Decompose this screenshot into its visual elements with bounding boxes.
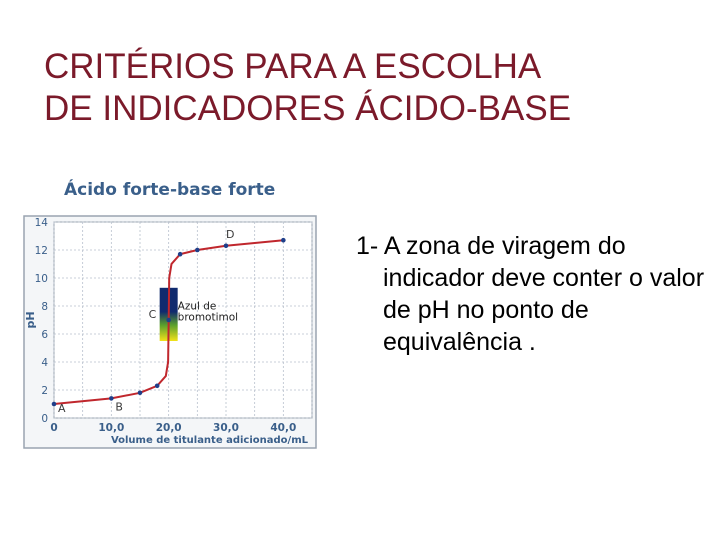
x-tick-label: 10,0 <box>98 422 124 434</box>
bullet-number: 1- <box>356 232 379 260</box>
x-tick-label: 0 <box>50 422 57 434</box>
titration-curve <box>53 239 284 405</box>
slide-title-line-2: DE INDICADORES ÁCIDO-BASE <box>44 89 572 128</box>
data-point <box>166 317 171 323</box>
point-label-c: C <box>149 308 157 321</box>
chart-title: Ácido forte-base forte <box>64 180 276 200</box>
x-tick-label: 20,0 <box>156 422 182 434</box>
plot-area <box>53 221 313 419</box>
y-tick-label: 14 <box>35 217 49 229</box>
point-label-b: B <box>115 400 123 413</box>
data-point <box>177 251 183 257</box>
data-point <box>137 390 143 396</box>
slide-title: CRITÉRIOS PARA A ESCOLHA DE INDICADORES … <box>44 46 684 130</box>
x-tick-label: 30,0 <box>213 422 239 434</box>
y-tick-label: 2 <box>41 385 48 397</box>
point-label-a: A <box>58 402 66 415</box>
data-point <box>195 247 200 253</box>
x-tick-label: 40,0 <box>270 422 296 434</box>
bullet-point: 1- A zona de viragem do indicador deve c… <box>356 230 720 358</box>
data-point <box>154 383 160 389</box>
slide-title-line-1: CRITÉRIOS PARA A ESCOLHA <box>44 47 542 86</box>
y-tick-label: 4 <box>41 357 48 369</box>
bullet-text: A zona de viragem do indicador deve cont… <box>383 232 705 356</box>
y-tick-label: 8 <box>41 301 48 313</box>
y-tick-label: 0 <box>41 413 48 425</box>
y-tick-label: 6 <box>41 329 48 341</box>
indicator-annotation: Azul de <box>178 301 217 313</box>
y-axis-title: pH <box>24 311 37 328</box>
y-tick-label: 12 <box>35 245 48 257</box>
data-point <box>223 243 229 249</box>
y-tick-label: 10 <box>35 273 48 285</box>
indicator-annotation: bromotimol <box>178 312 238 324</box>
data-point <box>281 237 286 243</box>
data-point <box>51 401 57 407</box>
x-axis-title: Volume de titulante adicionado/mL <box>111 435 309 446</box>
data-point <box>109 396 114 401</box>
point-label-d: D <box>226 228 234 241</box>
titration-figure: Ácido forte-base forte A B C D Azul de bromot… <box>22 178 318 450</box>
